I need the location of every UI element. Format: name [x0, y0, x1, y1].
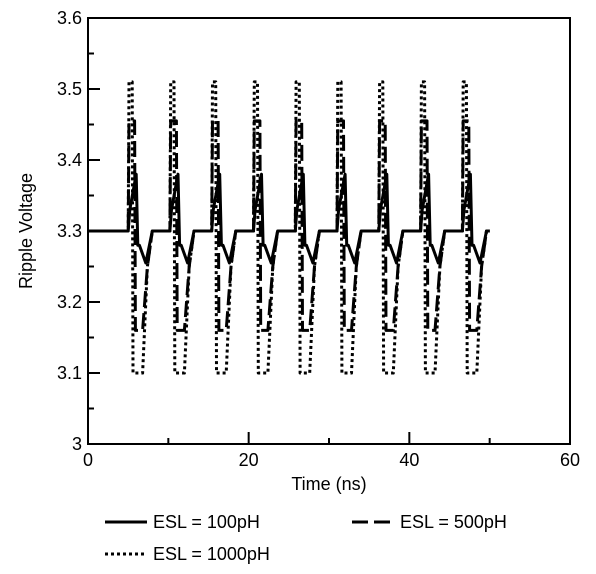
legend-label-1: ESL = 100pH	[153, 512, 260, 532]
series-line-1	[88, 172, 490, 265]
x-axis-title: Time (ns)	[291, 474, 366, 494]
legend: ESL = 100pH ESL = 500pH ESL = 1000pH	[105, 512, 507, 564]
series-layer	[88, 80, 490, 375]
y-axis-title: Ripple Voltage	[16, 173, 36, 289]
legend-label-2: ESL = 500pH	[400, 512, 507, 532]
x-tick-label: 0	[83, 450, 93, 470]
y-tick-label: 3.4	[57, 150, 82, 170]
series-line-2	[88, 119, 490, 332]
y-tick-label: 3.2	[57, 292, 82, 312]
legend-label-3: ESL = 1000pH	[153, 544, 270, 564]
y-tick-label: 3.6	[57, 8, 82, 28]
y-tick-label: 3.3	[57, 221, 82, 241]
y-tick-label: 3	[72, 434, 82, 454]
x-tick-label: 40	[399, 450, 419, 470]
x-tick-label: 60	[560, 450, 580, 470]
y-axis-ticks: 3 3.1 3.2 3.3 3.4 3.5 3.6	[57, 8, 100, 454]
series-line-3	[88, 80, 490, 375]
x-axis-ticks: 0 20 40 60	[83, 432, 580, 470]
y-tick-label: 3.1	[57, 363, 82, 383]
y-tick-label: 3.5	[57, 79, 82, 99]
x-tick-label: 20	[239, 450, 259, 470]
